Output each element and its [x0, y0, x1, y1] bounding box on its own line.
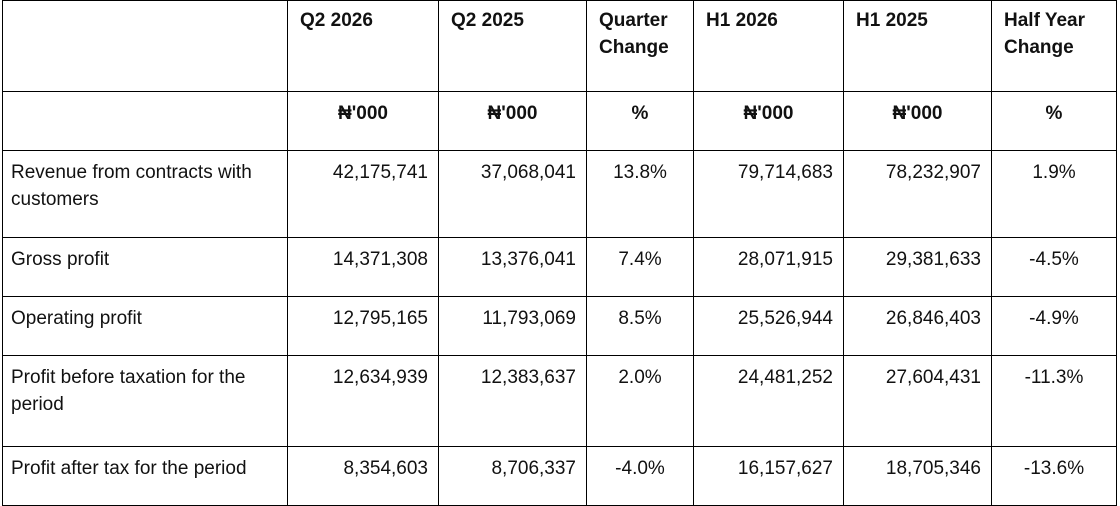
table-row-revenue: Revenue from contracts with customers 42… [2, 150, 1117, 238]
cell-quarter-change: -4.0% [586, 446, 694, 506]
cell-h1-2025: 29,381,633 [843, 237, 992, 297]
units-label-cell [2, 91, 288, 151]
cell-q2-2026: 14,371,308 [287, 237, 439, 297]
unit-h1-2025: ₦'000 [843, 91, 992, 151]
cell-h1-2026: 79,714,683 [693, 150, 844, 238]
table-header-row: Q2 2026 Q2 2025 Quarter Change H1 2026 H… [2, 0, 1117, 92]
cell-h1-2026: 16,157,627 [693, 446, 844, 506]
cell-h1-2025: 27,604,431 [843, 355, 992, 447]
cell-q2-2025: 37,068,041 [438, 150, 587, 238]
cell-quarter-change: 13.8% [586, 150, 694, 238]
header-q2-2026: Q2 2026 [287, 0, 439, 92]
cell-q2-2026: 8,354,603 [287, 446, 439, 506]
cell-half-year-change: -13.6% [991, 446, 1117, 506]
unit-quarter-change: % [586, 91, 694, 151]
cell-quarter-change: 2.0% [586, 355, 694, 447]
cell-half-year-change: -11.3% [991, 355, 1117, 447]
unit-half-year-change: % [991, 91, 1117, 151]
cell-q2-2026: 42,175,741 [287, 150, 439, 238]
row-label: Profit after tax for the period [2, 446, 288, 506]
cell-q2-2025: 12,383,637 [438, 355, 587, 447]
cell-q2-2025: 11,793,069 [438, 296, 587, 356]
cell-h1-2025: 18,705,346 [843, 446, 992, 506]
cell-q2-2026: 12,795,165 [287, 296, 439, 356]
cell-half-year-change: 1.9% [991, 150, 1117, 238]
unit-h1-2026: ₦'000 [693, 91, 844, 151]
header-q2-2025: Q2 2025 [438, 0, 587, 92]
table-row-operating-profit: Operating profit 12,795,165 11,793,069 8… [2, 296, 1117, 356]
cell-q2-2026: 12,634,939 [287, 355, 439, 447]
cell-h1-2026: 25,526,944 [693, 296, 844, 356]
row-label: Operating profit [2, 296, 288, 356]
unit-q2-2025: ₦'000 [438, 91, 587, 151]
header-half-year-change: Half Year Change [991, 0, 1117, 92]
row-label: Gross profit [2, 237, 288, 297]
cell-half-year-change: -4.9% [991, 296, 1117, 356]
cell-half-year-change: -4.5% [991, 237, 1117, 297]
cell-h1-2026: 28,071,915 [693, 237, 844, 297]
table-row-profit-before-tax: Profit before taxation for the period 12… [2, 355, 1117, 447]
header-quarter-change: Quarter Change [586, 0, 694, 92]
cell-h1-2025: 26,846,403 [843, 296, 992, 356]
header-h1-2025: H1 2025 [843, 0, 992, 92]
row-label: Revenue from contracts with customers [2, 150, 288, 238]
table-units-row: ₦'000 ₦'000 % ₦'000 ₦'000 % [2, 91, 1117, 151]
cell-h1-2026: 24,481,252 [693, 355, 844, 447]
cell-h1-2025: 78,232,907 [843, 150, 992, 238]
header-h1-2026: H1 2026 [693, 0, 844, 92]
cell-q2-2025: 13,376,041 [438, 237, 587, 297]
cell-q2-2025: 8,706,337 [438, 446, 587, 506]
cell-quarter-change: 7.4% [586, 237, 694, 297]
unit-q2-2026: ₦'000 [287, 91, 439, 151]
table-row-profit-after-tax: Profit after tax for the period 8,354,60… [2, 446, 1117, 506]
table-row-gross-profit: Gross profit 14,371,308 13,376,041 7.4% … [2, 237, 1117, 297]
row-label: Profit before taxation for the period [2, 355, 288, 447]
cell-quarter-change: 8.5% [586, 296, 694, 356]
header-label-cell [2, 0, 288, 92]
